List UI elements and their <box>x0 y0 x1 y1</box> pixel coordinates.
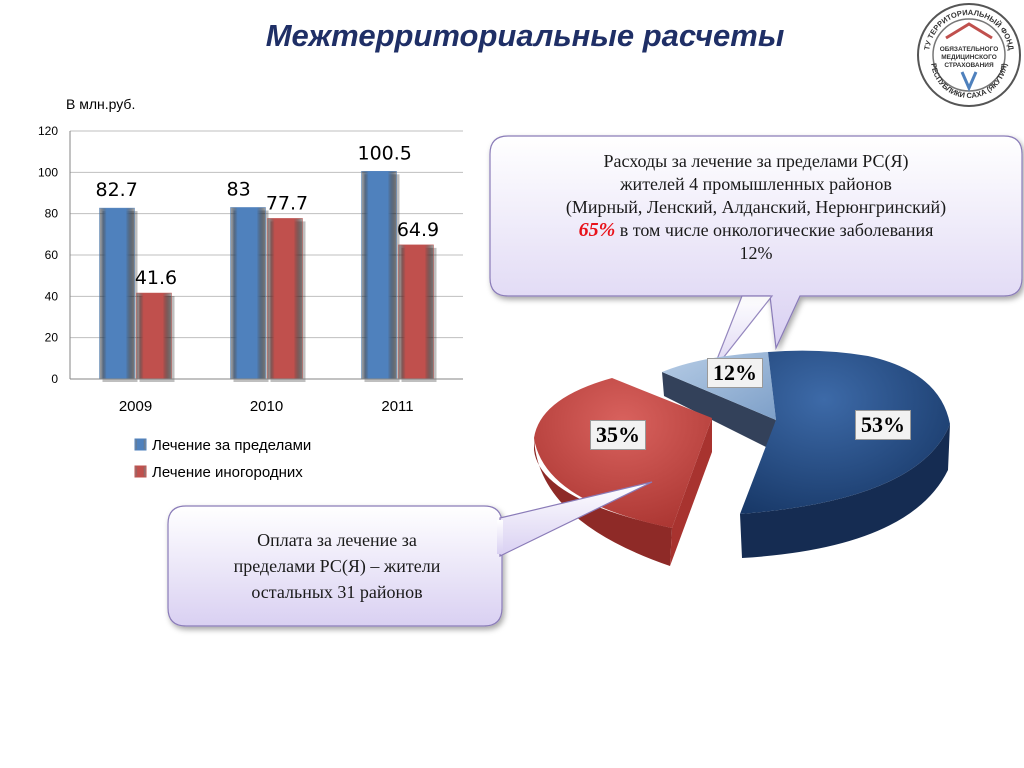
fund-logo: ТУ ТЕРРИТОРИАЛЬНЫЙ ФОНД РЕСПУБЛИКИ САХА … <box>917 3 1021 107</box>
x-tick-label: 2010 <box>250 398 283 415</box>
unit-label: В млн.руб. <box>66 96 136 112</box>
pie-label-35: 35% <box>590 420 646 450</box>
bar-value-label: 82.7 <box>96 179 138 201</box>
x-tick-label: 2011 <box>381 398 413 415</box>
pie-label-53: 53% <box>855 410 911 440</box>
y-tick-label: 80 <box>45 207 59 221</box>
callout-bottom-line1: Оплата за лечение за <box>257 530 417 550</box>
bar-value-label: 83 <box>227 178 251 200</box>
y-tick-label: 100 <box>38 165 58 179</box>
bar-Лечение за пределами <box>361 171 397 380</box>
bar-value-label: 64.9 <box>397 219 439 241</box>
svg-text:МЕДИЦИНСКОГО: МЕДИЦИНСКОГО <box>941 54 997 61</box>
callout-bottom-line2: пределами РС(Я) – жители <box>233 556 441 576</box>
legend-swatch <box>134 465 147 478</box>
pie-label-12: 12% <box>707 358 763 388</box>
callout-top-line3: (Мирный, Ленский, Алданский, Нерюнгринск… <box>565 197 947 217</box>
bar-Лечение иногородних <box>267 218 303 380</box>
bar-value-label: 41.6 <box>135 267 177 289</box>
callout-top-line4: в том числе онкологические заболевания <box>615 220 934 240</box>
callout-top-line1: Расходы за лечение за пределами РС(Я) <box>603 151 909 171</box>
legend-swatch <box>134 438 147 451</box>
callout-top-percent: 65% <box>578 219 616 241</box>
callout-bottom-text: Оплата за лечение за пределами РС(Я) – ж… <box>178 527 496 605</box>
y-tick-label: 120 <box>38 124 58 138</box>
bar-Лечение за пределами <box>230 207 266 380</box>
callout-bottom-line3: остальных 31 районов <box>251 582 423 602</box>
y-tick-label: 60 <box>45 248 59 262</box>
bar-Лечение иногородних <box>136 292 172 380</box>
page-title: Межтерриториальные расчеты <box>265 18 785 53</box>
svg-text:СТРАХОВАНИЯ: СТРАХОВАНИЯ <box>944 62 994 69</box>
legend-label: Лечение иногородних <box>152 464 303 481</box>
callout-top-text: Расходы за лечение за пределами РС(Я) жи… <box>497 150 1015 265</box>
pie-slice-red-inner <box>670 418 712 566</box>
y-tick-label: 0 <box>51 372 58 386</box>
pie-slice-blue-side <box>740 424 950 558</box>
callout-top-line2: жителей 4 промышленных районов <box>620 174 892 194</box>
bar-value-label: 77.7 <box>266 192 308 214</box>
pie-slice-red <box>534 378 712 528</box>
y-tick-label: 40 <box>45 289 59 303</box>
pie-slice-light-side <box>662 372 776 448</box>
svg-text:ОБЯЗАТЕЛЬНОГО: ОБЯЗАТЕЛЬНОГО <box>940 46 999 53</box>
pie-slice-red-side <box>534 436 672 566</box>
callout-top-line5: 12% <box>739 243 773 263</box>
bar-value-label: 100.5 <box>358 142 412 164</box>
bar-Лечение иногородних <box>398 244 434 380</box>
y-tick-label: 20 <box>45 331 59 345</box>
x-tick-label: 2009 <box>119 398 152 415</box>
legend-label: Лечение за пределами <box>152 437 311 454</box>
pie-slice-blue <box>740 350 950 514</box>
